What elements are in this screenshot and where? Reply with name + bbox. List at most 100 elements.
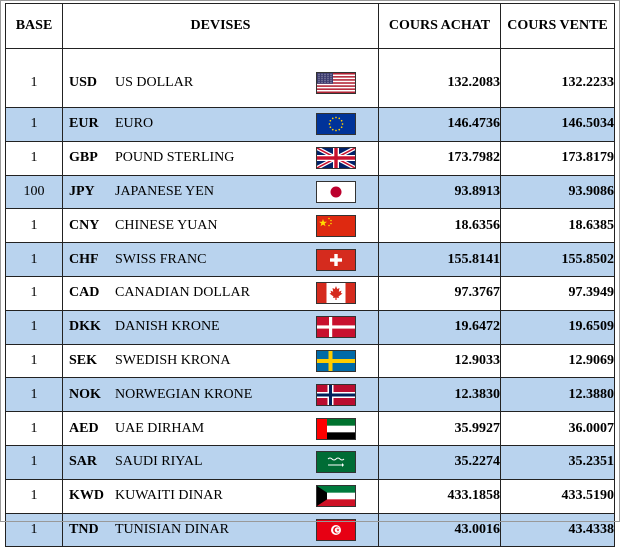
table-row: 1 AED UAE DIRHAM 35.9927 36.0007 (5, 411, 615, 446)
header-base: BASE (5, 3, 63, 49)
cours-vente-cell: 132.2233 (500, 48, 615, 108)
table-row: 1 KWD KUWAITI DINAR 433.1858 433.5190 (5, 478, 615, 514)
table-row: 1 CAD CANADIAN DOLLAR 97.3767 97.3949 (5, 275, 615, 311)
currency-code: EUR (69, 116, 99, 132)
cours-achat-cell: 12.9033 (378, 343, 501, 379)
table-row: 1 GBP POUND STERLING 173.7982 173.8179 (5, 140, 615, 176)
cours-vente-cell: 12.9069 (500, 343, 615, 379)
devise-cell: DKK DANISH KRONE (62, 309, 379, 345)
base-cell: 1 (5, 444, 63, 480)
currency-code: CNY (69, 217, 100, 233)
cours-vente-cell: 35.2351 (500, 444, 615, 480)
table-row: 1 EUR EURO 146.4736 146.5034 (5, 107, 615, 142)
base-cell: 1 (5, 242, 63, 277)
cours-vente-cell: 93.9086 (500, 174, 615, 210)
table-row: 1 SAR SAUDI RIYAL 35.2274 35.2351 (5, 444, 615, 480)
cours-achat-cell: 35.2274 (378, 444, 501, 480)
cours-achat-cell: 155.8141 (378, 242, 501, 277)
currency-code: KWD (69, 488, 104, 504)
cours-vente-cell: 12.3880 (500, 377, 615, 413)
currency-name: TUNISIAN DINAR (115, 521, 229, 537)
header-row: BASE DEVISES COURS ACHAT COURS VENTE (5, 3, 615, 49)
cours-vente-cell: 43.4338 (500, 512, 615, 547)
flag-japan-icon (316, 180, 356, 203)
devise-cell: JPY JAPANESE YEN (62, 174, 379, 210)
flag-canada-icon (316, 282, 356, 305)
flag-switzerland-icon (316, 248, 356, 271)
flag-kuwait-icon (316, 485, 356, 508)
cours-achat-cell: 97.3767 (378, 275, 501, 311)
cours-vente-cell: 433.5190 (500, 478, 615, 514)
currency-code: NOK (69, 386, 101, 402)
devise-cell: AED UAE DIRHAM (62, 411, 379, 446)
devise-cell: EUR EURO (62, 107, 379, 142)
currency-name: POUND STERLING (115, 150, 235, 166)
cours-achat-cell: 19.6472 (378, 309, 501, 345)
base-cell: 1 (5, 411, 63, 446)
header-devises: DEVISES (62, 3, 379, 49)
cours-achat-cell: 93.8913 (378, 174, 501, 210)
base-cell: 1 (5, 377, 63, 413)
currency-name: SWISS FRANC (115, 251, 207, 267)
devise-cell: SEK SWEDISH KRONA (62, 343, 379, 379)
devise-cell: TND TUNISIAN DINAR (62, 512, 379, 547)
currency-name: CANADIAN DOLLAR (115, 285, 250, 301)
currency-name: EURO (115, 116, 154, 132)
flag-saudi-icon (316, 451, 356, 474)
currency-code: JPY (69, 183, 95, 199)
cours-vente-cell: 18.6385 (500, 208, 615, 244)
base-cell: 1 (5, 478, 63, 514)
exchange-rate-table: BASE DEVISES COURS ACHAT COURS VENTE 1 U… (5, 3, 615, 547)
cours-vente-cell: 36.0007 (500, 411, 615, 446)
cours-vente-cell: 155.8502 (500, 242, 615, 277)
devise-cell: CAD CANADIAN DOLLAR (62, 275, 379, 311)
cours-vente-cell: 97.3949 (500, 275, 615, 311)
currency-name: DANISH KRONE (115, 319, 220, 335)
devise-cell: USD US DOLLAR (62, 48, 379, 108)
devise-cell: CHF SWISS FRANC (62, 242, 379, 277)
currency-code: USD (69, 75, 98, 90)
table-row: 1 NOK NORWEGIAN KRONE 12.3830 12.3880 (5, 377, 615, 413)
table-row: 1 DKK DANISH KRONE 19.6472 19.6509 (5, 309, 615, 345)
table-row: 1 USD US DOLLAR 132.2083 132.2233 (5, 48, 615, 108)
currency-name: JAPANESE YEN (115, 183, 214, 199)
devise-cell: GBP POUND STERLING (62, 140, 379, 176)
base-cell: 1 (5, 208, 63, 244)
currency-name: CHINESE YUAN (115, 217, 218, 233)
base-cell: 1 (5, 275, 63, 311)
cours-achat-cell: 35.9927 (378, 411, 501, 446)
base-cell: 100 (5, 174, 63, 210)
cours-achat-cell: 173.7982 (378, 140, 501, 176)
flag-sweden-icon (316, 349, 356, 372)
base-cell: 1 (5, 309, 63, 345)
cours-achat-cell: 18.6356 (378, 208, 501, 244)
flag-eu-icon (316, 113, 356, 136)
table-row: 1 CHF SWISS FRANC 155.8141 155.8502 (5, 242, 615, 277)
table-row: 100 JPY JAPANESE YEN 93.8913 93.9086 (5, 174, 615, 210)
currency-code: CAD (69, 285, 100, 301)
table-row: 1 SEK SWEDISH KRONA 12.9033 12.9069 (5, 343, 615, 379)
cours-vente-cell: 19.6509 (500, 309, 615, 345)
currency-name: KUWAITI DINAR (115, 488, 223, 504)
table-row: 1 TND TUNISIAN DINAR 43.0016 43.4338 (5, 512, 615, 547)
base-cell: 1 (5, 343, 63, 379)
devise-cell: NOK NORWEGIAN KRONE (62, 377, 379, 413)
flag-norway-icon (316, 383, 356, 406)
currency-name: UAE DIRHAM (115, 420, 205, 436)
currency-code: GBP (69, 150, 98, 166)
flag-usa-icon (316, 72, 356, 94)
currency-name: SAUDI RIYAL (115, 454, 203, 470)
base-cell: 1 (5, 107, 63, 142)
currency-name: US DOLLAR (115, 75, 194, 90)
flag-uk-icon (316, 147, 356, 170)
devise-cell: KWD KUWAITI DINAR (62, 478, 379, 514)
currency-code: AED (69, 420, 99, 436)
table-row: 1 CNY CHINESE YUAN 18.6356 18.6385 (5, 208, 615, 244)
currency-code: SEK (69, 352, 98, 368)
header-cours-vente: COURS VENTE (500, 3, 615, 49)
header-cours-achat: COURS ACHAT (378, 3, 501, 49)
cours-vente-cell: 173.8179 (500, 140, 615, 176)
devise-cell: CNY CHINESE YUAN (62, 208, 379, 244)
flag-denmark-icon (316, 316, 356, 339)
cours-achat-cell: 43.0016 (378, 512, 501, 547)
